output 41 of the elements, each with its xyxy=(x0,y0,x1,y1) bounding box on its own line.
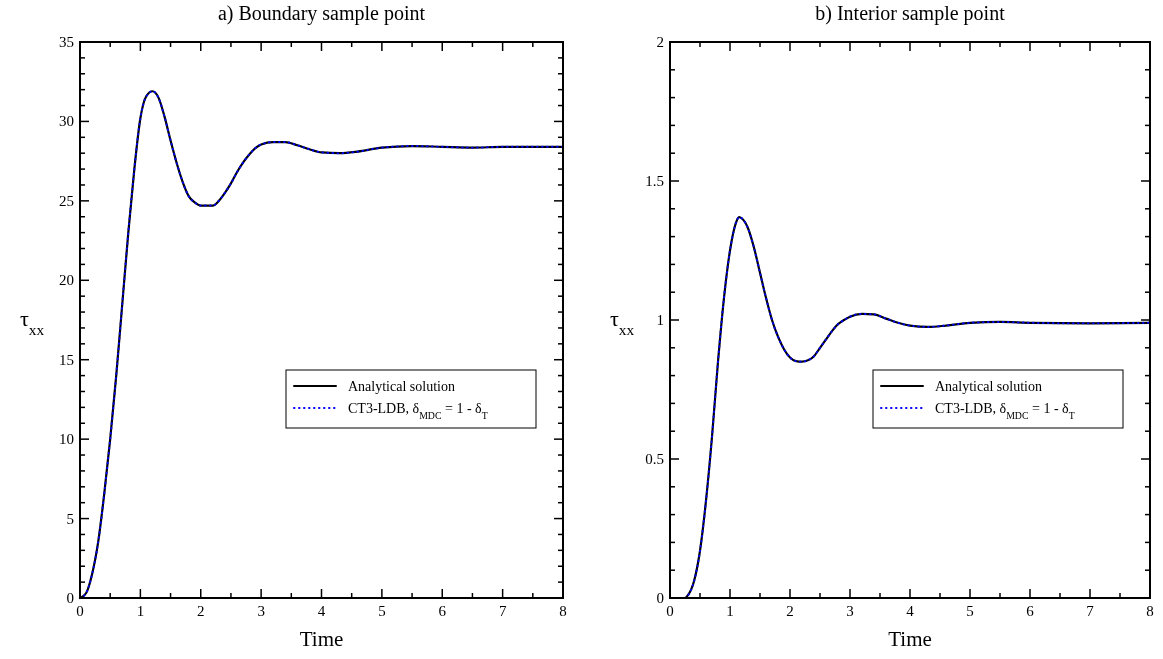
y-tick-label: 20 xyxy=(59,272,74,289)
x-tick-label: 2 xyxy=(786,603,794,619)
x-tick-label: 1 xyxy=(136,603,145,619)
x-tick-label: 6 xyxy=(1026,603,1035,619)
x-tick-label: 6 xyxy=(438,603,447,619)
x-tick-label: 8 xyxy=(559,603,567,619)
chart-title: a) Boundary sample point xyxy=(217,2,426,25)
y-tick-label: 25 xyxy=(59,192,74,209)
y-axis-title: τ$_{xx}$ xyxy=(20,306,45,338)
x-tick-label: 7 xyxy=(498,603,507,619)
chart-title: b) Interior sample point xyxy=(815,2,1006,25)
x-tick-label: 0 xyxy=(666,603,674,619)
y-axis-title: τ$_{xx}$ xyxy=(610,306,635,338)
x-axis-title: Time xyxy=(888,627,932,651)
y-tick-label: 30 xyxy=(59,113,74,130)
x-tick-label: 3 xyxy=(846,603,854,619)
y-tick-label: 0 xyxy=(66,590,74,606)
legend-label: Analytical solution xyxy=(348,379,455,394)
legend-label: CT3-LDB, δ$_{MDC}$ = 1 - δ$_{T}$ xyxy=(348,401,488,421)
y-tick-label: 15 xyxy=(59,351,74,368)
y-tick-label: 1.5 xyxy=(645,173,664,189)
y-tick-label: 0 xyxy=(656,590,664,606)
x-tick-label: 3 xyxy=(257,603,265,619)
x-tick-label: 4 xyxy=(906,603,915,619)
y-tick-label: 35 xyxy=(59,34,74,50)
x-tick-label: 7 xyxy=(1086,603,1095,619)
x-tick-label: 5 xyxy=(378,603,386,619)
x-tick-label: 0 xyxy=(76,603,84,619)
x-axis-title: Time xyxy=(299,627,344,651)
x-tick-label: 5 xyxy=(966,603,974,619)
x-tick-label: 2 xyxy=(197,603,205,619)
y-tick-label: 10 xyxy=(59,431,74,448)
x-tick-label: 8 xyxy=(1146,603,1154,619)
legend-label: CT3-LDB, δ$_{MDC}$ = 1 - δ$_{T}$ xyxy=(935,401,1075,421)
x-tick-label: 1 xyxy=(726,603,734,619)
y-tick-label: 5 xyxy=(66,510,74,527)
y-tick-label: 0.5 xyxy=(645,451,664,467)
y-tick-label: 1 xyxy=(656,312,664,328)
legend-label: Analytical solution xyxy=(935,379,1042,394)
x-tick-label: 4 xyxy=(317,603,326,619)
y-tick-label: 2 xyxy=(656,34,664,50)
